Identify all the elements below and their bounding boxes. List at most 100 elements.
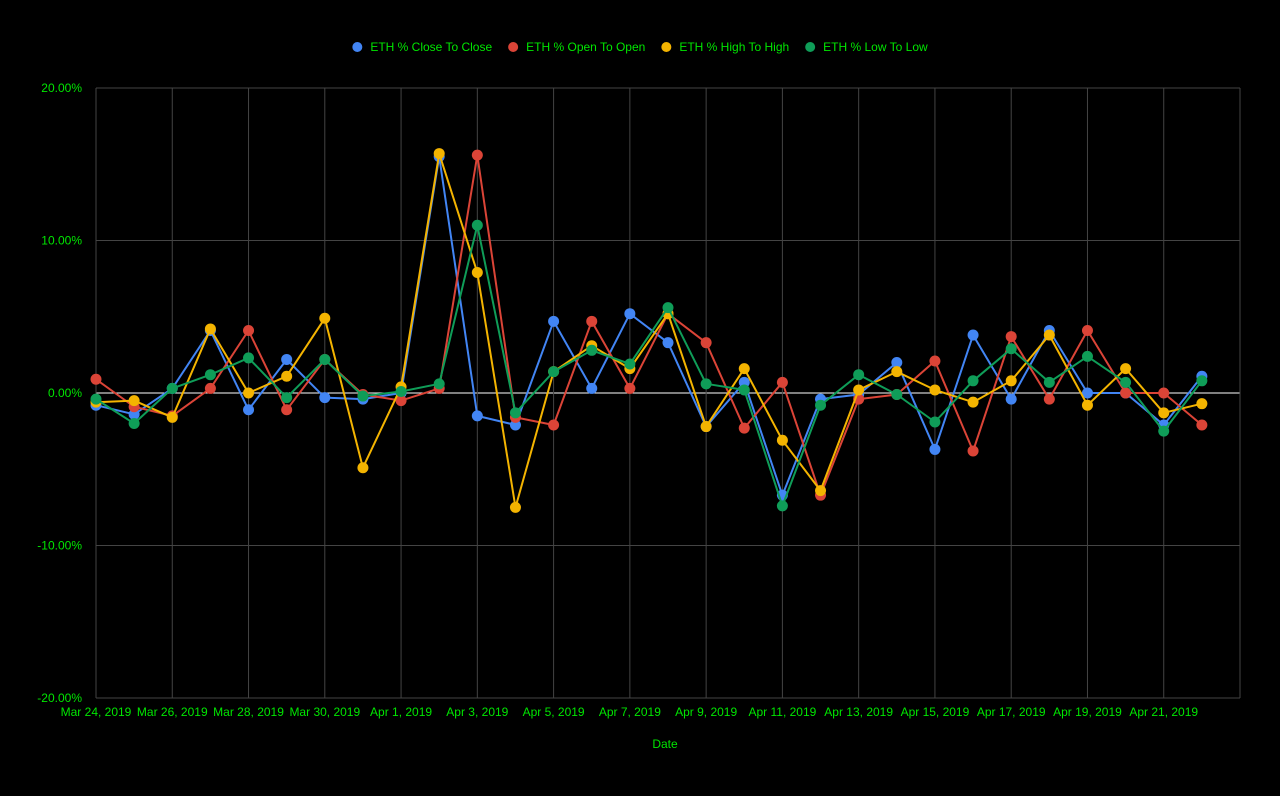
data-point[interactable] (700, 421, 712, 433)
data-point[interactable] (548, 419, 560, 431)
data-point[interactable] (509, 407, 521, 419)
data-point[interactable] (1005, 331, 1017, 343)
data-point[interactable] (128, 408, 140, 420)
data-point[interactable] (1005, 375, 1017, 387)
data-point[interactable] (90, 373, 102, 385)
series-1 (90, 151, 1208, 501)
data-point[interactable] (395, 385, 407, 397)
data-point[interactable] (1005, 343, 1017, 355)
legend-item[interactable]: ETH % Low To Low (805, 40, 928, 54)
data-point[interactable] (357, 462, 369, 474)
data-point[interactable] (166, 382, 178, 394)
data-point[interactable] (471, 267, 483, 279)
data-point[interactable] (1120, 363, 1132, 375)
data-point[interactable] (624, 382, 636, 394)
data-point[interactable] (891, 366, 903, 378)
data-point[interactable] (929, 384, 941, 396)
data-point[interactable] (204, 369, 216, 381)
data-point[interactable] (662, 337, 674, 349)
data-point[interactable] (166, 411, 178, 423)
data-point[interactable] (319, 392, 331, 404)
data-point[interactable] (128, 418, 140, 429)
data-point[interactable] (1081, 387, 1093, 399)
data-point[interactable] (815, 485, 827, 497)
data-point[interactable] (891, 357, 903, 368)
data-point[interactable] (738, 363, 750, 375)
data-point[interactable] (433, 378, 445, 390)
data-point[interactable] (1196, 419, 1208, 431)
data-point[interactable] (281, 404, 293, 416)
data-point[interactable] (1158, 407, 1170, 419)
data-point[interactable] (586, 382, 598, 394)
data-point[interactable] (853, 369, 865, 381)
data-point[interactable] (624, 358, 636, 370)
data-point[interactable] (509, 419, 521, 431)
data-point[interactable] (319, 312, 331, 324)
data-point[interactable] (1158, 425, 1170, 437)
data-point[interactable] (776, 500, 788, 512)
data-point[interactable] (1081, 350, 1093, 362)
grid (95, 87, 1241, 699)
legend-item[interactable]: ETH % Close To Close (352, 40, 492, 54)
data-point[interactable] (700, 337, 712, 349)
data-point[interactable] (471, 410, 483, 422)
data-point[interactable] (1043, 376, 1055, 388)
x-tick-label: Apr 13, 2019 (824, 705, 893, 719)
data-point[interactable] (471, 219, 483, 231)
data-point[interactable] (204, 323, 216, 335)
data-point[interactable] (1005, 393, 1017, 405)
data-point[interactable] (433, 148, 445, 160)
data-point[interactable] (1196, 398, 1208, 410)
data-point[interactable] (548, 315, 560, 327)
data-point[interactable] (243, 324, 255, 336)
data-point[interactable] (357, 390, 369, 402)
data-point[interactable] (395, 395, 407, 407)
data-point[interactable] (1158, 387, 1170, 399)
data-point[interactable] (929, 416, 941, 428)
data-point[interactable] (929, 443, 941, 455)
data-point[interactable] (586, 344, 598, 356)
data-point[interactable] (776, 434, 788, 446)
data-point[interactable] (853, 384, 865, 396)
x-tick-label: Mar 24, 2019 (61, 705, 132, 719)
data-point[interactable] (1081, 324, 1093, 336)
data-point[interactable] (1081, 399, 1093, 411)
data-point[interactable] (967, 445, 979, 457)
data-point[interactable] (1196, 375, 1208, 387)
data-point[interactable] (776, 376, 788, 388)
data-point[interactable] (624, 308, 636, 320)
data-point[interactable] (319, 353, 331, 365)
legend-swatch (352, 42, 363, 52)
data-point[interactable] (90, 393, 102, 405)
data-point[interactable] (891, 389, 903, 401)
y-tick-label: -20.00% (37, 691, 82, 705)
data-point[interactable] (1043, 393, 1055, 405)
data-point[interactable] (1043, 329, 1055, 341)
data-point[interactable] (967, 375, 979, 387)
data-point[interactable] (509, 501, 521, 513)
data-point[interactable] (281, 353, 293, 365)
data-point[interactable] (815, 399, 827, 411)
data-point[interactable] (700, 378, 712, 390)
data-point[interactable] (128, 395, 140, 407)
data-point[interactable] (967, 396, 979, 408)
data-point[interactable] (1120, 376, 1132, 388)
data-point[interactable] (243, 404, 255, 416)
data-point[interactable] (204, 382, 216, 394)
data-point[interactable] (662, 302, 674, 314)
data-point[interactable] (967, 329, 979, 341)
legend-item[interactable]: ETH % Open To Open (508, 40, 645, 54)
data-point[interactable] (243, 352, 255, 364)
data-point[interactable] (548, 366, 560, 378)
data-point[interactable] (243, 387, 255, 399)
legend-item[interactable]: ETH % High To High (661, 40, 789, 54)
data-point[interactable] (471, 149, 483, 161)
data-point[interactable] (738, 384, 750, 396)
data-point[interactable] (738, 376, 750, 388)
data-point[interactable] (738, 422, 750, 434)
data-point[interactable] (586, 315, 598, 327)
data-point[interactable] (1120, 387, 1132, 399)
data-point[interactable] (929, 355, 941, 367)
data-point[interactable] (281, 370, 293, 382)
data-point[interactable] (281, 392, 293, 404)
